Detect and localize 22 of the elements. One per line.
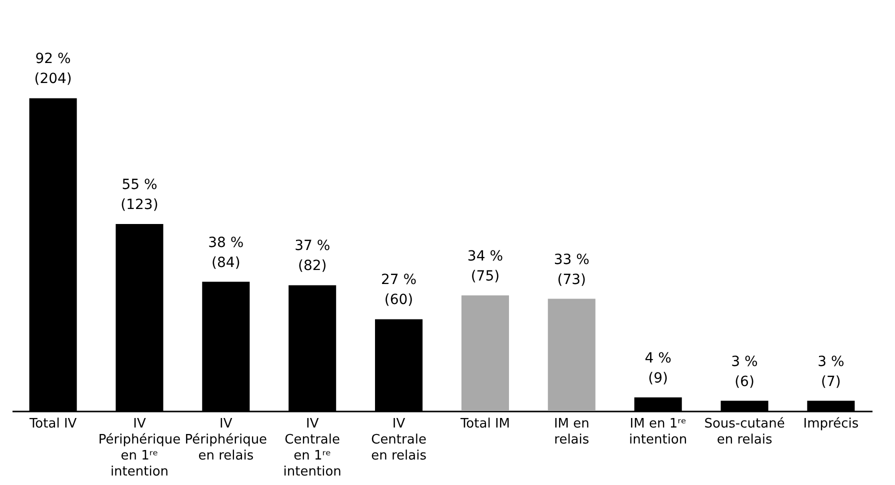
x-tick-label: IV Centrale en relais — [371, 416, 427, 464]
x-tick-label: IM en relais — [554, 416, 590, 448]
bar — [548, 298, 596, 411]
x-tick-label: Total IM — [459, 416, 510, 432]
data-label: 3 % (6) — [731, 354, 758, 390]
data-label: 4 % (9) — [644, 350, 672, 386]
x-tick-label: IV Périphérique en relais — [184, 416, 268, 464]
data-label: 27 % (60) — [380, 272, 417, 308]
data-label: 34 % (75) — [467, 248, 504, 284]
x-tick-label: IV Centrale en 1ʳᵉ intention — [283, 416, 342, 480]
data-label: 33 % (73) — [554, 252, 590, 288]
x-tick-label: IV Périphérique en 1ʳᵉ intention — [98, 416, 181, 480]
x-tick-label: Sous-cutané en relais — [704, 416, 785, 448]
data-label: 92 % (204) — [34, 51, 72, 88]
data-label: 3 % (7) — [818, 354, 844, 390]
x-tick-label: Total IV — [28, 416, 77, 432]
data-label: 38 % (84) — [208, 234, 244, 271]
x-tick-label: Imprécis — [803, 416, 859, 432]
data-label: 37 % (82) — [294, 238, 330, 274]
data-label: 55 % (123) — [120, 177, 158, 213]
x-tick-label: IM en 1ʳᵉ intention — [629, 416, 688, 448]
bar — [461, 295, 509, 411]
